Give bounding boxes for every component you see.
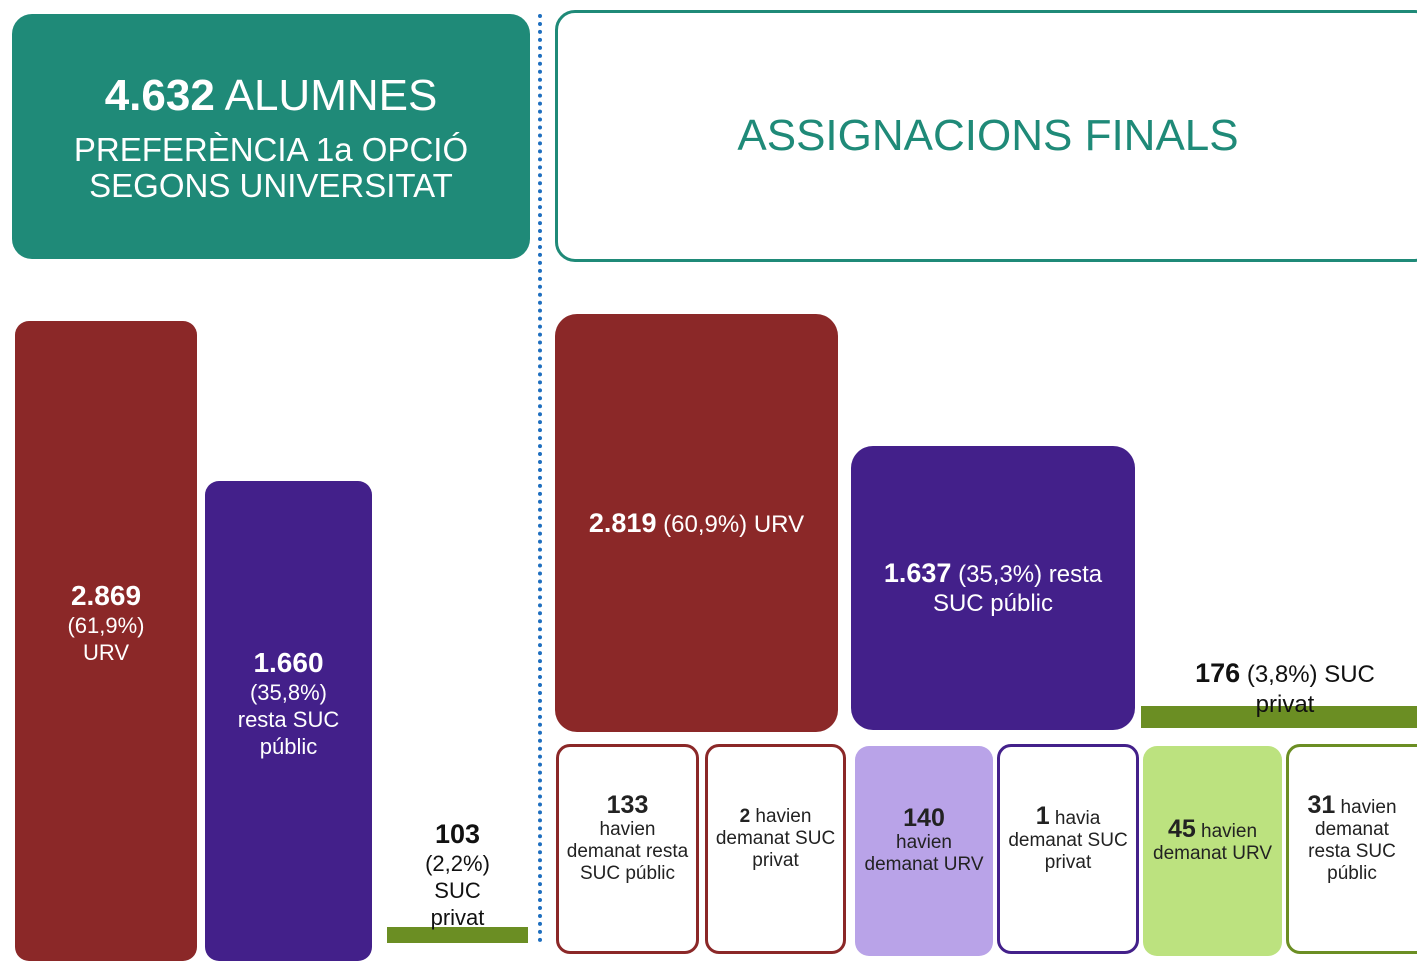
subtitle: SEGONS UNIVERSITAT [89,166,453,204]
detail: 1 havia demanat SUC privat [997,744,1139,954]
text: havien demanat URV [1153,820,1272,864]
detail: 133 havien demanat resta SUC públic [556,744,699,954]
bar-urv: 2.869 (61,9%) URV [15,321,197,961]
bar-public: 1.660 (35,8%) resta SUC públic [205,481,372,961]
value: 140 [903,803,945,832]
text: havien demanat URV [864,831,984,875]
text: (35,3%) resta SUC públic [932,560,1103,617]
label: URV [82,640,130,665]
text: havien demanat resta SUC públic [1308,796,1397,884]
group-urv: 2.819 (60,9%) URV [555,314,838,732]
pct: (61,9%) [67,613,145,638]
label: resta SUC públic [237,706,340,759]
left-header: 4.632 ALUMNES PREFERÈNCIA 1a OPCIÓ SEGON… [12,14,530,259]
text: (60,9%) URV [663,510,805,538]
value: 176 [1195,658,1241,688]
group-private: 176 (3,8%) SUC privat [1180,658,1390,720]
detail: 2 havien demanat SUC privat [705,744,846,954]
text: havien demanat resta SUC públic [566,818,689,884]
text: (3,8%) SUC privat [1246,661,1375,718]
detail: 140 havien demanat URV [855,746,993,956]
title: 4.632 ALUMNES [105,70,438,122]
divider [538,14,542,943]
value: 103 [434,819,481,849]
pct: (2,2%) [425,851,490,876]
value: 2.819 [588,507,657,538]
value: 31 [1307,790,1336,819]
right-header: ASSIGNACIONS FINALS [555,10,1417,262]
title-number: 4.632 [104,70,215,120]
value: 133 [606,790,649,819]
group-private-bar [1141,706,1417,728]
group-public: 1.637 (35,3%) resta SUC públic [851,446,1135,730]
detail: 45 havien demanat URV [1143,746,1282,956]
label: SUC privat [430,878,485,930]
text: havien demanat SUC privat [715,806,836,871]
subtitle: PREFERÈNCIA 1a OPCIÓ [73,130,469,168]
bar-private [387,927,528,943]
title-word: ALUMNES [224,70,438,120]
private-label: 103 (2,2%) SUC privat [387,818,528,931]
value: 1 [1035,801,1050,830]
value: 45 [1167,814,1196,843]
value: 2.869 [70,580,142,611]
right-title: ASSIGNACIONS FINALS [737,111,1239,160]
value: 2 [739,806,751,827]
value: 1.660 [253,646,324,678]
detail: 31 havien demanat resta SUC públic [1286,744,1417,954]
text: havia demanat SUC privat [1008,807,1128,873]
value: 1.637 [883,557,952,588]
pct: (35,8%) [249,679,328,705]
